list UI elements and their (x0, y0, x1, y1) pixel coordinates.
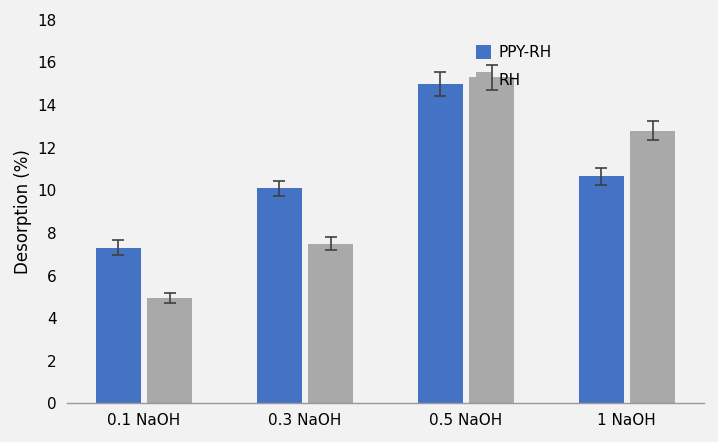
Bar (579, 176, 624, 404)
Bar (418, 84, 462, 404)
Legend: PPY-RH, RH: PPY-RH, RH (470, 39, 558, 94)
Y-axis label: Desorption (%): Desorption (%) (14, 149, 32, 274)
Bar (630, 131, 675, 404)
Bar (256, 188, 302, 404)
Bar (308, 244, 353, 404)
Bar (147, 298, 192, 404)
Bar (469, 77, 514, 404)
Bar (95, 248, 141, 404)
